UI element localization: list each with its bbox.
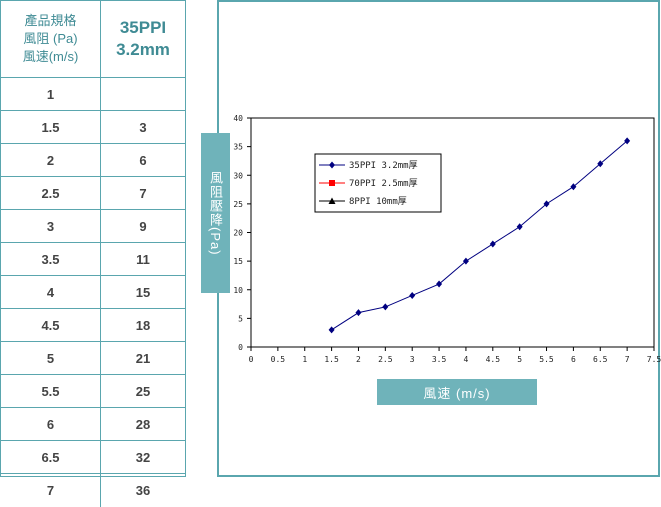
data-point (624, 137, 631, 145)
x-tick-label: 0 (249, 355, 254, 364)
header-product-cell: 35PPI 3.2mm (101, 1, 185, 77)
header-speed-label: 風速(m/s) (22, 49, 79, 64)
x-tick-label: 2 (356, 355, 361, 364)
x-tick-label: 6.5 (593, 355, 608, 364)
pressure-cell: 28 (135, 416, 151, 432)
legend-marker (328, 197, 336, 204)
spec-table: 產品規格 風阻 (Pa) 風速(m/s) 35PPI 3.2mm 1 1.5 3 2 6… (0, 0, 186, 507)
y-tick-label: 20 (233, 229, 243, 238)
speed-cell: 3.5 (1, 243, 101, 275)
table-header: 產品規格 風阻 (Pa) 風速(m/s) 35PPI 3.2mm (1, 1, 185, 78)
speed-cell: 5 (1, 342, 101, 374)
header-product-ppi: 35PPI (119, 18, 167, 37)
y-axis-label-box: 風阻壓降(Pa) (201, 133, 230, 293)
table-row: 4 15 (1, 276, 185, 309)
data-point (382, 303, 389, 311)
x-tick-label: 5 (517, 355, 522, 364)
data-point (328, 326, 335, 334)
speed-cell: 6 (1, 408, 101, 440)
x-tick-label: 7.5 (647, 355, 661, 364)
pressure-cell: 6 (139, 152, 147, 168)
pressure-cell: 9 (139, 218, 147, 234)
x-tick-label: 0.5 (271, 355, 286, 364)
table-row: 5.5 25 (1, 375, 185, 408)
y-tick-label: 5 (238, 314, 243, 323)
speed-cell: 4.5 (1, 309, 101, 341)
x-tick-label: 2.5 (378, 355, 393, 364)
table-row: 7 36 (1, 474, 185, 507)
pressure-cell: 3 (139, 119, 147, 135)
y-axis-label: 風阻壓降(Pa) (208, 170, 223, 256)
pressure-cell: 25 (135, 383, 151, 399)
x-tick-label: 1 (302, 355, 307, 364)
data-point (436, 280, 443, 288)
data-point (570, 183, 577, 191)
speed-cell: 4 (1, 276, 101, 308)
header-spec-label: 產品規格 (24, 13, 77, 28)
table-row: 2.5 7 (1, 177, 185, 210)
pressure-cell: 21 (135, 350, 151, 366)
x-axis-label: 風速 (m/s) (377, 379, 537, 405)
data-point (462, 257, 469, 265)
data-point (543, 200, 550, 208)
legend-marker (329, 161, 335, 169)
pressure-cell: 11 (136, 251, 150, 267)
plot-area-frame (250, 117, 655, 348)
x-tick-label: 4 (464, 355, 469, 364)
legend-label: 35PPI 3.2mm厚 (349, 160, 418, 171)
table-row: 6 28 (1, 408, 185, 441)
x-tick-label: 7 (625, 355, 630, 364)
table-row: 5 21 (1, 342, 185, 375)
pressure-cell: 36 (135, 483, 151, 498)
x-tick-label: 6 (571, 355, 576, 364)
legend-label: 70PPI 2.5mm厚 (349, 178, 418, 189)
series-line-0 (331, 140, 628, 331)
x-tick-label: 4.5 (486, 355, 501, 364)
header-spec-cell: 產品規格 風阻 (Pa) 風速(m/s) (1, 1, 101, 77)
table-row: 1 (1, 78, 185, 111)
pressure-drop-chart: 0 5 10 15 20 25 30 35 40 0 0.5 1 1.5 2 2.5 3 3.5 4 4.5 5 5.5… (233, 114, 661, 364)
x-tick-label: 3.5 (432, 355, 447, 364)
data-point (489, 240, 496, 248)
pressure-cell: 7 (139, 185, 147, 201)
y-tick-label: 30 (233, 171, 243, 180)
header-product-thickness: 3.2mm (116, 40, 170, 59)
legend-marker (329, 180, 335, 186)
speed-cell: 1.5 (1, 111, 101, 143)
speed-cell: 3 (1, 210, 101, 242)
y-tick-label: 0 (238, 343, 243, 352)
speed-cell: 7 (1, 474, 101, 507)
data-point (597, 160, 604, 168)
x-tick-label: 5.5 (539, 355, 554, 364)
speed-cell: 1 (1, 78, 101, 110)
x-tick-label: 3 (410, 355, 415, 364)
pressure-cell: 18 (135, 317, 151, 333)
table-row: 1.5 3 (1, 111, 185, 144)
data-point (355, 309, 362, 317)
header-pressure-label: 風阻 (Pa) (23, 31, 78, 46)
table-row: 4.5 18 (1, 309, 185, 342)
y-tick-label: 40 (233, 114, 243, 123)
x-tick-label: 1.5 (324, 355, 339, 364)
data-point (516, 223, 523, 231)
y-tick-label: 10 (233, 286, 243, 295)
pressure-cell: 32 (135, 449, 151, 465)
y-tick-label: 15 (233, 257, 243, 266)
y-tick-label: 35 (233, 143, 243, 152)
speed-cell: 2.5 (1, 177, 101, 209)
speed-cell: 2 (1, 144, 101, 176)
pressure-cell: 15 (135, 284, 151, 300)
table-row: 3.5 11 (1, 243, 185, 276)
legend-label: 8PPI 10mm厚 (349, 196, 407, 207)
y-tick-label: 25 (233, 200, 243, 209)
data-point (409, 291, 416, 299)
table-row: 6.5 32 (1, 441, 185, 474)
speed-cell: 6.5 (1, 441, 101, 473)
speed-cell: 5.5 (1, 375, 101, 407)
